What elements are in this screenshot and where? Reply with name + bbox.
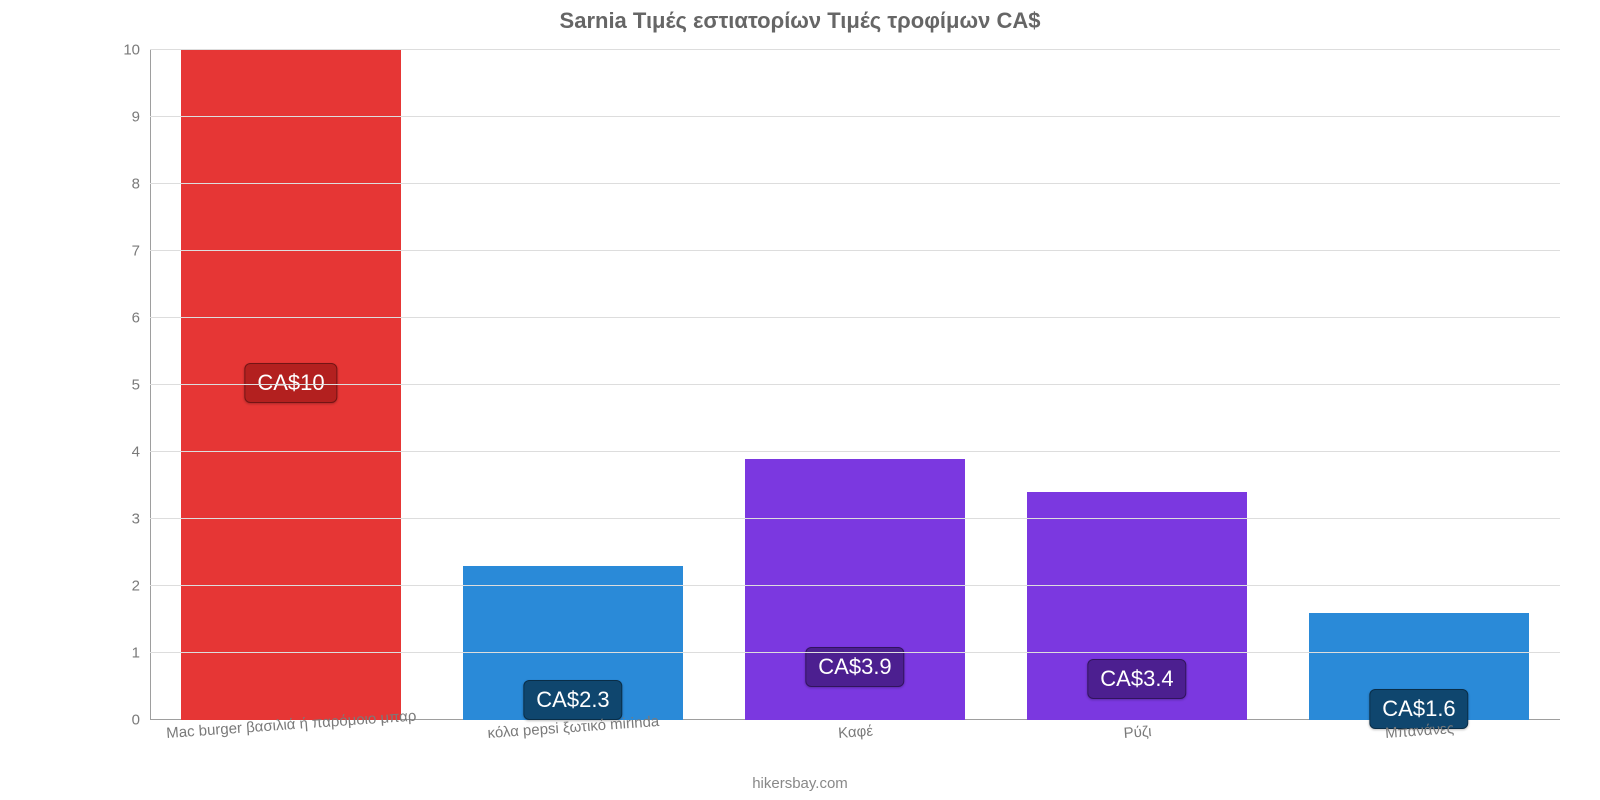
grid-line: [150, 518, 1560, 519]
x-axis-label: Ρύζι: [1123, 723, 1152, 742]
value-badge: CA$3.4: [1087, 659, 1186, 699]
bar: CA$2.3: [463, 566, 683, 720]
grid-line: [150, 317, 1560, 318]
plot-area: CA$10CA$2.3CA$3.9CA$3.4CA$1.6 0123456789…: [150, 50, 1560, 720]
y-tick-label: 0: [132, 712, 150, 729]
x-axis-labels: Mac burger βασιλιά ή παρόμοιο μπαρκόλα p…: [150, 725, 1560, 765]
bar: CA$10: [181, 50, 401, 720]
y-tick-label: 6: [132, 310, 150, 327]
bar: CA$3.4: [1027, 492, 1247, 720]
y-tick-label: 2: [132, 578, 150, 595]
y-tick-label: 1: [132, 645, 150, 662]
grid-line: [150, 585, 1560, 586]
y-tick-label: 5: [132, 377, 150, 394]
y-tick-label: 3: [132, 511, 150, 528]
x-axis-label: Καφέ: [838, 723, 874, 742]
x-axis-label: Μπανάνες: [1385, 720, 1455, 742]
y-tick-label: 7: [132, 243, 150, 260]
chart-title: Sarnia Τιμές εστιατορίων Τιμές τροφίμων …: [0, 8, 1600, 34]
y-tick-label: 8: [132, 176, 150, 193]
grid-line: [150, 652, 1560, 653]
price-bar-chart: Sarnia Τιμές εστιατορίων Τιμές τροφίμων …: [0, 0, 1600, 800]
y-tick-label: 9: [132, 109, 150, 126]
grid-line: [150, 183, 1560, 184]
bars-container: CA$10 CA$2.3 CA$3.9 CA$3.4 CA$1.6: [150, 50, 1560, 720]
grid-line: [150, 49, 1560, 50]
grid-line: [150, 451, 1560, 452]
chart-credit: hikersbay.com: [0, 775, 1600, 792]
grid-line: [150, 116, 1560, 117]
value-badge: CA$3.9: [805, 647, 904, 687]
value-badge: CA$2.3: [523, 680, 622, 720]
bar: CA$3.9: [745, 459, 965, 720]
grid-line: [150, 250, 1560, 251]
y-tick-label: 4: [132, 444, 150, 461]
value-badge: CA$10: [244, 363, 337, 403]
y-tick-label: 10: [123, 42, 150, 59]
grid-line: [150, 384, 1560, 385]
bar: CA$1.6: [1309, 613, 1529, 720]
